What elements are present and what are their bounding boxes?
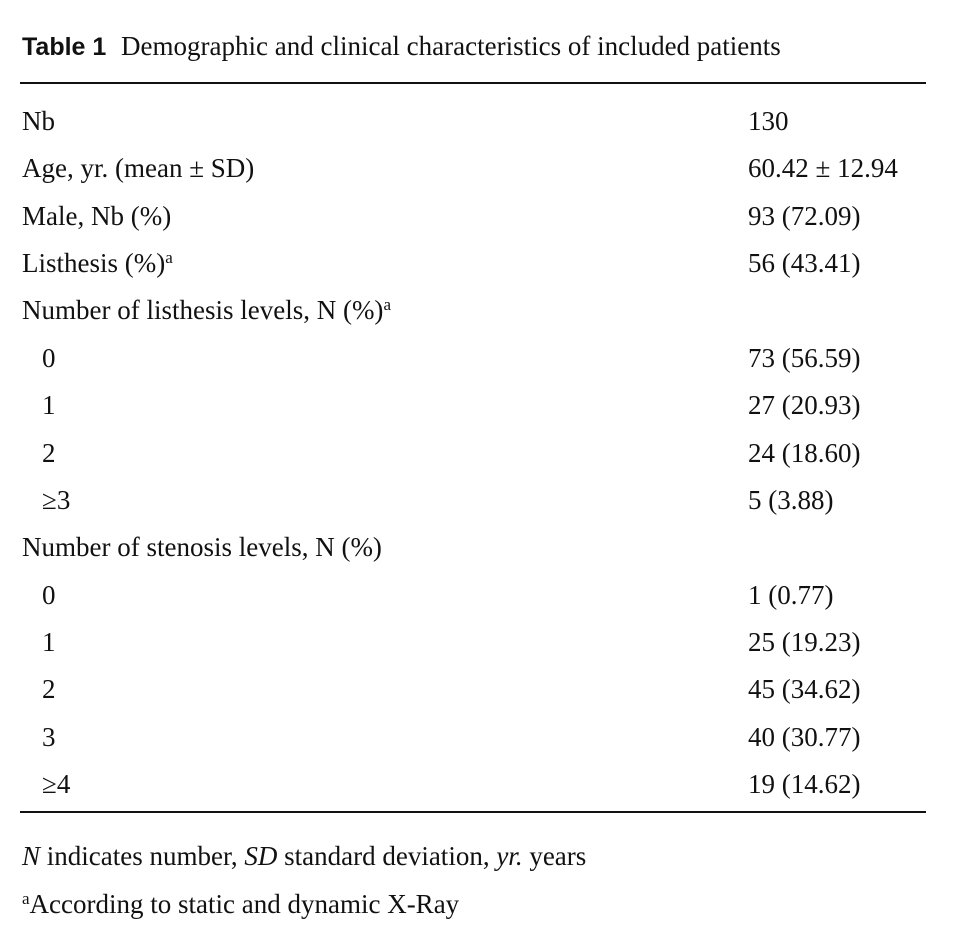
label-text: Number of listhesis levels, N (%) (22, 295, 384, 326)
row-value: 130 (748, 106, 789, 136)
label-text: ≥3 (42, 484, 71, 515)
row-value: 25 (19.23) (748, 626, 861, 657)
row-value: 93 (72.09) (748, 200, 861, 231)
label-text: ≥4 (42, 769, 71, 800)
row-value: 5 (3.88) (748, 484, 834, 515)
bottom-rule (20, 811, 926, 813)
label-text: Nb (22, 106, 55, 136)
label-text: 1 (42, 390, 56, 421)
row-label: 1 (42, 392, 56, 419)
row-value: 24 (18.60) (748, 437, 861, 468)
row-value: 73 (56.59) (748, 342, 861, 373)
row-value: 45 (34.62) (748, 674, 861, 705)
row-label: 0 (42, 342, 56, 373)
label-text: Listhesis (%) (22, 248, 166, 279)
footnote-part: N (22, 841, 41, 871)
row-label: Male, Nb (%) (22, 200, 172, 231)
footnote: N indicates number, SD standard deviatio… (22, 843, 586, 870)
row-value: 60.42 ± 12.94 (748, 153, 898, 184)
label-text: 0 (42, 579, 56, 610)
table-label: Table 1 (22, 33, 107, 61)
footnote-part: SD (244, 841, 278, 871)
footnote-part: years (522, 841, 587, 871)
footnote-mark: a (22, 889, 30, 908)
label-text: Age, yr. (mean ± SD) (22, 153, 255, 184)
footnote-part: indicates number, (40, 841, 245, 871)
row-label: Age, yr. (mean ± SD) (22, 155, 254, 182)
footnote-mark: a (383, 295, 391, 315)
label-text: 1 (42, 626, 56, 657)
row-label: ≥4 (42, 771, 70, 798)
row-label: 0 (42, 579, 56, 610)
row-label: 2 (42, 676, 56, 703)
footnote: aAccording to static and dynamic X-Ray (22, 889, 460, 919)
label-text: 3 (42, 721, 56, 752)
label-text: 0 (42, 342, 56, 373)
row-label: Nb (22, 108, 55, 135)
row-label: Number of listhesis levels, N (%)a (22, 295, 391, 326)
top-rule (20, 82, 926, 84)
row-label: 3 (42, 721, 56, 752)
row-value: 27 (20.93) (748, 390, 861, 421)
footnote-mark: a (165, 248, 173, 268)
caption-line: Table 1 Demographic and clinical charact… (22, 33, 781, 60)
footnote-part: yr. (496, 841, 523, 871)
footnote-part: standard deviation, (277, 841, 497, 871)
label-text: 2 (42, 674, 56, 705)
label-text: 2 (42, 437, 56, 468)
row-label: Listhesis (%)a (22, 248, 173, 279)
row-label: 1 (42, 626, 56, 657)
table-caption: Demographic and clinical characteristics… (121, 31, 781, 61)
footnote-text: According to static and dynamic X-Ray (29, 889, 460, 919)
row-value: 1 (0.77) (748, 579, 834, 610)
row-label: Number of stenosis levels, N (%) (22, 534, 382, 561)
row-value: 19 (14.62) (748, 769, 861, 800)
row-value: 56 (43.41) (748, 248, 861, 279)
row-label: ≥3 (42, 484, 71, 515)
label-text: Male, Nb (%) (22, 200, 172, 231)
row-label: 2 (42, 437, 56, 468)
label-text: Number of stenosis levels, N (%) (22, 532, 382, 563)
row-value: 40 (30.77) (748, 721, 861, 752)
